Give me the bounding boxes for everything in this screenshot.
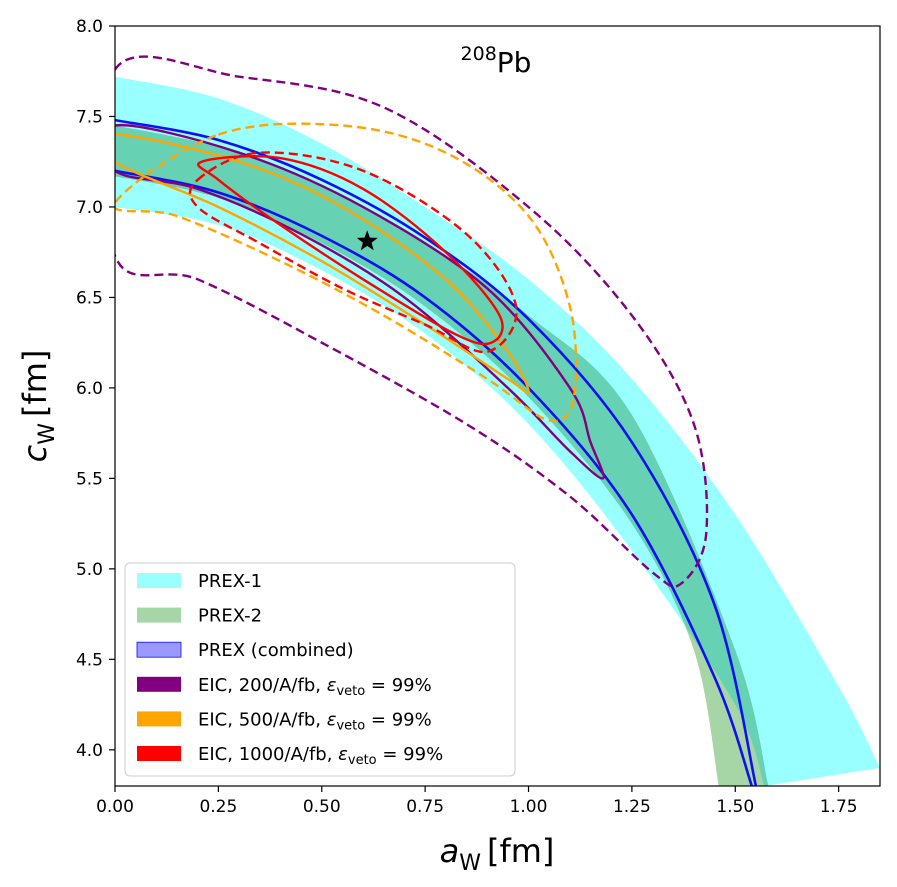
legend-swatch-prex1 bbox=[137, 573, 181, 588]
best-fit-layer bbox=[356, 230, 378, 251]
y-axis-unit: [fm] bbox=[16, 350, 54, 417]
x-tick-label: 0.75 bbox=[406, 797, 444, 817]
band-prex-combined-lower bbox=[115, 169, 754, 786]
legend-box bbox=[124, 562, 516, 777]
y-tick-label: 4.0 bbox=[76, 741, 103, 761]
band-prex-combined-upper bbox=[115, 118, 758, 786]
contour-eic200-solid bbox=[115, 123, 605, 480]
ellipses-layer bbox=[115, 55, 709, 588]
y-tick-label: 8.0 bbox=[76, 17, 103, 37]
legend-swatch-eic200 bbox=[137, 676, 181, 692]
title-superscript: 208 bbox=[461, 43, 497, 65]
x-tick-label: 0.25 bbox=[199, 797, 237, 817]
chart-title: 208Pb bbox=[461, 43, 532, 79]
legend-label-eic500: EIC, 500/A/fb, εveto = 99% bbox=[198, 709, 432, 733]
x-axis-label: aW [fm] bbox=[440, 832, 555, 876]
x-tick-label: 0.50 bbox=[303, 797, 341, 817]
x-tick-label: 0.00 bbox=[96, 797, 134, 817]
x-axis-ticks: 0.00 0.25 0.50 0.75 1.00 1.25 1.50 1.75 bbox=[96, 786, 858, 817]
legend-swatch-eic1000 bbox=[137, 746, 181, 761]
legend-swatch-prex2 bbox=[137, 607, 181, 623]
x-axis-unit: [fm] bbox=[487, 832, 554, 870]
legend-label-prex1: PREX-1 bbox=[198, 571, 262, 592]
legend-label-prex_combined: PREX (combined) bbox=[198, 640, 354, 661]
title-element: Pb bbox=[497, 46, 532, 79]
contour-eic1000-solid bbox=[197, 155, 504, 346]
plot-frame bbox=[114, 25, 881, 787]
legend-swatch-eic500 bbox=[137, 711, 181, 727]
y-axis-symbol: c bbox=[16, 444, 54, 462]
y-tick-label: 6.0 bbox=[76, 379, 103, 399]
y-tick-label: 7.0 bbox=[76, 198, 103, 218]
y-tick-label: 7.5 bbox=[76, 107, 103, 127]
legend-label-eic200: EIC, 200/A/fb, εveto = 99% bbox=[198, 675, 432, 699]
y-tick-label: 4.5 bbox=[76, 650, 103, 670]
x-tick-label: 1.25 bbox=[613, 797, 651, 817]
contour-eic500-dashed bbox=[115, 122, 578, 423]
contour-eic200-dashed bbox=[115, 55, 709, 588]
bands-layer bbox=[115, 76, 880, 786]
legend-label-eic1000: EIC, 1000/A/fb, εveto = 99% bbox=[198, 744, 443, 768]
contour-eic500-solid bbox=[115, 133, 530, 395]
best-fit-star-marker bbox=[356, 230, 378, 251]
contour-eic1000-dashed bbox=[188, 151, 518, 354]
x-tick-label: 1.75 bbox=[820, 797, 858, 817]
y-axis-subscript: W bbox=[35, 423, 60, 445]
y-axis-label: cW [fm] bbox=[16, 350, 60, 463]
y-tick-label: 5.5 bbox=[76, 469, 103, 489]
legend-swatch-prex_combined bbox=[136, 641, 182, 658]
y-tick-label: 5.0 bbox=[76, 560, 103, 580]
legend: PREX-1 PREX-2 PREX (combined) EIC, 200/A/fb… bbox=[124, 562, 516, 777]
x-tick-label: 1.00 bbox=[510, 797, 548, 817]
y-axis-ticks: 4.0 4.5 5.0 5.5 6.0 6.5 7.0 7.5 8.0 bbox=[76, 17, 115, 761]
x-tick-label: 1.50 bbox=[716, 797, 754, 817]
legend-label-prex2: PREX-2 bbox=[198, 606, 262, 627]
x-axis-subscript: W bbox=[459, 851, 481, 876]
y-tick-label: 6.5 bbox=[76, 288, 103, 308]
x-axis-symbol: a bbox=[440, 832, 460, 870]
